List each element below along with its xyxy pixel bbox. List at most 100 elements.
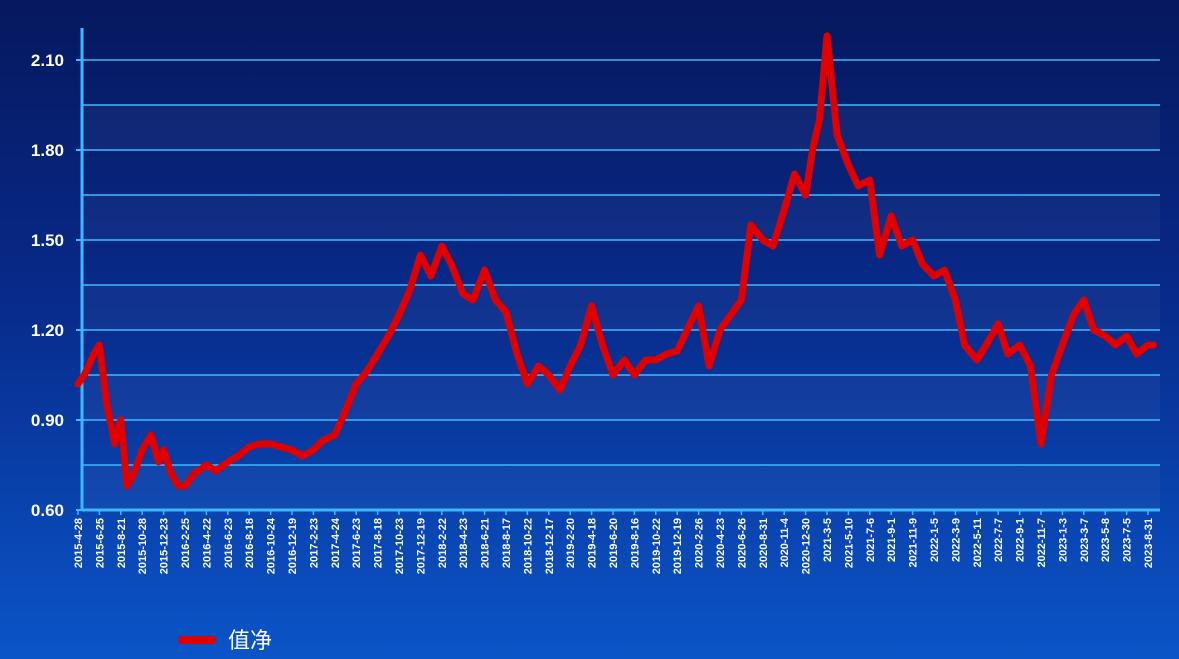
data-point	[524, 381, 530, 387]
x-tick-label: 2017-6-23	[351, 518, 363, 568]
x-tick-label: 2021-3-5	[822, 518, 834, 562]
x-tick-label: 2022-7-7	[993, 518, 1005, 562]
data-point	[235, 453, 241, 459]
data-point	[268, 441, 274, 447]
x-tick-label: 2023-5-8	[1100, 518, 1112, 562]
data-point	[952, 297, 958, 303]
data-point	[600, 342, 605, 348]
data-point	[567, 363, 573, 369]
x-tick-label: 2020-6-26	[736, 518, 748, 568]
data-point	[1102, 333, 1108, 339]
data-point	[1134, 351, 1140, 357]
x-tick-label: 2015-4-28	[73, 518, 85, 568]
data-point	[810, 147, 815, 153]
data-point	[112, 441, 118, 447]
x-tick-label: 2021-9-1	[886, 518, 898, 562]
x-tick-label: 2020-11-4	[779, 517, 791, 567]
x-tick-label: 2019-6-20	[608, 518, 620, 568]
legend-label: 值净	[228, 629, 272, 654]
data-point	[1038, 441, 1044, 447]
legend: 值净	[178, 629, 272, 654]
x-tick-label: 2016-10-24	[266, 517, 278, 574]
data-point	[385, 333, 391, 339]
data-point	[139, 447, 145, 453]
data-point	[643, 357, 649, 363]
data-point	[396, 312, 402, 318]
data-point	[942, 267, 947, 273]
data-point	[557, 387, 563, 393]
y-tick-label: 1.80	[31, 141, 64, 160]
data-point	[81, 372, 87, 378]
data-point	[546, 372, 552, 378]
y-tick-label: 0.60	[31, 501, 64, 520]
x-tick-label: 2016-4-22	[201, 518, 213, 568]
data-point	[91, 351, 97, 357]
data-point	[1091, 327, 1097, 333]
x-tick-label: 2021-5-10	[843, 518, 855, 568]
x-tick-label: 2020-12-30	[801, 518, 813, 574]
x-tick-label: 2022-5-11	[972, 518, 984, 568]
data-point	[888, 213, 894, 219]
grid-band	[82, 375, 1160, 420]
data-point	[278, 444, 284, 450]
x-tick-label: 2021-11-9	[908, 518, 920, 568]
data-point	[974, 357, 980, 363]
x-tick-label: 2023-8-31	[1143, 518, 1155, 568]
x-tick-label: 2022-9-1	[1015, 518, 1027, 562]
x-tick-label: 2018-6-21	[480, 518, 492, 568]
data-point	[482, 267, 488, 273]
data-point	[962, 342, 968, 348]
data-point	[341, 411, 347, 417]
data-point	[674, 348, 680, 354]
x-tick-label: 2015-8-21	[116, 518, 128, 568]
data-point	[364, 369, 369, 375]
data-point	[664, 351, 669, 357]
data-point	[910, 237, 916, 243]
data-point	[514, 351, 520, 357]
grid	[82, 59, 1160, 511]
data-point	[824, 33, 830, 39]
x-tick-label: 2021-7-6	[865, 518, 877, 562]
data-point	[631, 372, 637, 378]
data-point	[983, 342, 989, 348]
data-point	[156, 459, 162, 465]
data-point	[75, 381, 81, 387]
x-tick-label: 2023-7-5	[1122, 518, 1134, 562]
data-point	[1017, 342, 1023, 348]
x-tick-label: 2016-8-18	[244, 518, 256, 568]
data-point	[148, 432, 154, 438]
data-point	[1113, 342, 1118, 348]
data-point	[770, 243, 776, 249]
x-tick-label: 2023-1-3	[1057, 518, 1069, 562]
data-point	[289, 447, 295, 453]
data-point	[319, 438, 325, 444]
data-point	[299, 453, 305, 459]
x-tick-label: 2019-2-20	[565, 518, 577, 568]
data-point	[332, 432, 338, 438]
data-point	[696, 303, 702, 309]
x-tick-label: 2020-2-26	[694, 518, 706, 568]
x-tick-label: 2019-8-16	[629, 518, 641, 568]
y-tick-label: 1.20	[31, 321, 64, 340]
data-point	[792, 171, 797, 177]
x-tick-label: 2019-4-18	[587, 518, 599, 568]
data-point	[1028, 363, 1033, 369]
data-point	[1151, 342, 1157, 348]
data-point	[995, 321, 1001, 327]
grid-band	[82, 465, 1160, 510]
data-point	[104, 402, 110, 408]
x-tick-label: 2016-2-25	[180, 518, 192, 568]
data-point	[503, 309, 509, 315]
x-tick-label: 2015-10-28	[137, 518, 149, 574]
x-tick-label: 2023-3-7	[1079, 518, 1091, 562]
y-tick-label: 0.90	[31, 411, 64, 430]
x-tick-label: 2022-1-5	[929, 518, 941, 562]
data-point	[738, 297, 744, 303]
data-point	[877, 252, 883, 258]
x-tick-label: 2016-6-23	[223, 518, 235, 568]
data-point	[353, 381, 359, 387]
data-point	[760, 237, 766, 243]
x-tick-label: 2015-12-23	[159, 518, 171, 574]
grid-band	[82, 105, 1160, 150]
